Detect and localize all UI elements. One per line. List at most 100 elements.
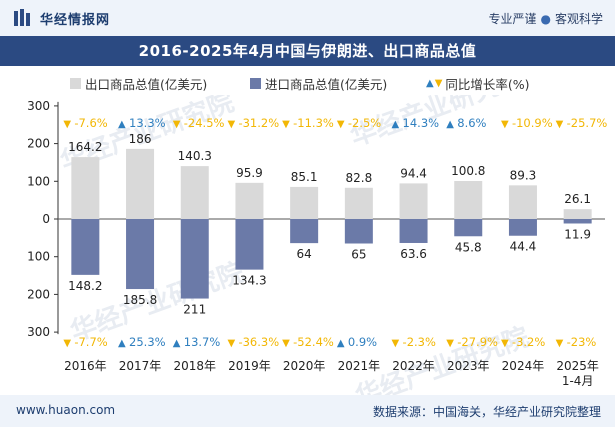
growth-up-triangle-icon: ▲ bbox=[392, 119, 400, 130]
category-label: 1-4月 bbox=[562, 374, 594, 388]
legend-item-export: 出口商品总值(亿美元) bbox=[70, 74, 207, 93]
growth-down-triangle-icon: ▼ bbox=[63, 338, 71, 349]
y-tick-label: 100 bbox=[27, 250, 50, 264]
export-value-label: 100.8 bbox=[451, 164, 485, 178]
growth-up-triangle-icon: ▲ bbox=[446, 119, 454, 130]
growth-down-triangle-icon: ▼ bbox=[501, 338, 509, 349]
import-growth-label: -23% bbox=[567, 335, 597, 349]
export-bar bbox=[71, 157, 100, 219]
footer-url: www.huaon.com bbox=[16, 403, 116, 417]
category-label: 2024年 bbox=[502, 359, 545, 373]
import-growth-label: -52.4% bbox=[293, 335, 334, 349]
legend-item-growth: ▲ ▼ 同比增长率(%) bbox=[426, 74, 530, 93]
export-value-label: 140.3 bbox=[178, 149, 212, 163]
footer-source: 数据来源：中国海关，华经产业研究院整理 bbox=[372, 405, 601, 419]
import-bar bbox=[126, 219, 155, 290]
category-label: 2025年 bbox=[556, 359, 599, 373]
import-growth-label: 0.9% bbox=[348, 335, 377, 349]
import-bar bbox=[290, 219, 319, 244]
import-growth-label: -3.2% bbox=[512, 335, 545, 349]
y-tick-label: 200 bbox=[27, 137, 50, 151]
import-value-label: 134.3 bbox=[232, 274, 266, 288]
export-growth-label: -11.3% bbox=[293, 116, 334, 130]
growth-down-triangle-icon: ▼ bbox=[173, 119, 181, 130]
category-label: 2018年 bbox=[173, 359, 216, 373]
export-bar bbox=[454, 180, 483, 219]
category-label: 2016年 bbox=[64, 359, 107, 373]
y-tick-label: 300 bbox=[27, 99, 50, 113]
legend-label-growth: 同比增长率(%) bbox=[445, 77, 530, 92]
export-bar bbox=[290, 186, 319, 219]
import-bar bbox=[508, 219, 537, 236]
category-label: 2022年 bbox=[392, 359, 435, 373]
growth-down-triangle-icon: ▼ bbox=[63, 119, 71, 130]
growth-up-triangle-icon: ▲ bbox=[337, 338, 345, 349]
import-bar bbox=[180, 219, 209, 299]
growth-down-triangle-icon: ▼ bbox=[446, 338, 454, 349]
tagline-left: 专业严谨 bbox=[488, 12, 537, 26]
legend: 出口商品总值(亿美元) 进口商品总值(亿美元) ▲ ▼ 同比增长率(%) bbox=[70, 72, 610, 92]
growth-down-triangle-icon: ▼ bbox=[392, 338, 400, 349]
y-tick-label: 0 bbox=[42, 212, 50, 226]
growth-down-triangle-icon: ▼ bbox=[556, 119, 564, 130]
export-bar bbox=[563, 209, 592, 219]
growth-down-triangle-icon: ▼ bbox=[556, 338, 564, 349]
y-tick-label: 100 bbox=[27, 174, 50, 188]
export-growth-label: -24.5% bbox=[184, 116, 225, 130]
export-value-label: 85.1 bbox=[291, 170, 318, 184]
growth-up-triangle-icon: ▲ bbox=[426, 78, 434, 89]
import-value-label: 185.8 bbox=[123, 293, 157, 307]
import-bar bbox=[563, 219, 592, 224]
legend-label-import: 进口商品总值(亿美元) bbox=[265, 77, 388, 92]
import-value-label: 148.2 bbox=[68, 279, 102, 293]
footer: www.huaon.com 数据来源：中国海关，华经产业研究院整理 bbox=[0, 395, 615, 427]
import-growth-label: -27.9% bbox=[457, 335, 498, 349]
import-growth-label: 25.3% bbox=[129, 335, 166, 349]
growth-down-triangle-icon: ▼ bbox=[337, 119, 345, 130]
growth-down-triangle-icon: ▼ bbox=[434, 78, 443, 89]
import-value-label: 11.9 bbox=[564, 227, 591, 241]
dot-separator-icon: ● bbox=[540, 12, 551, 26]
export-bar bbox=[235, 182, 264, 219]
growth-down-triangle-icon: ▼ bbox=[227, 119, 235, 130]
growth-down-triangle-icon: ▼ bbox=[282, 119, 290, 130]
legend-label-export: 出口商品总值(亿美元) bbox=[85, 77, 208, 92]
import-growth-label: -36.3% bbox=[238, 335, 279, 349]
export-value-label: 89.3 bbox=[510, 168, 537, 182]
export-value-label: 186 bbox=[129, 132, 152, 146]
import-bar bbox=[399, 219, 428, 243]
chart-plot: 华经产业研究院 华经产业研究院华经产业研究院华经产业研究院300200100010… bbox=[27, 95, 607, 395]
import-swatch-icon bbox=[250, 78, 261, 89]
import-value-label: 44.4 bbox=[510, 240, 537, 254]
category-label: 2019年 bbox=[228, 359, 271, 373]
export-growth-label: -7.6% bbox=[74, 116, 107, 130]
category-label: 2023年 bbox=[447, 359, 490, 373]
export-value-label: 95.9 bbox=[236, 166, 263, 180]
export-bar bbox=[180, 166, 209, 219]
growth-up-triangle-icon: ▲ bbox=[118, 338, 126, 349]
tagline-right: 客观科学 bbox=[554, 12, 603, 26]
growth-up-triangle-icon: ▲ bbox=[173, 338, 181, 349]
import-growth-label: -7.7% bbox=[74, 335, 107, 349]
chart-title: 2016-2025年4月中国与伊朗进、出口商品总值 bbox=[138, 42, 477, 60]
brand-name: 华经情报网 bbox=[40, 13, 111, 28]
export-growth-label: -2.5% bbox=[348, 116, 381, 130]
export-growth-label: -31.2% bbox=[238, 116, 279, 130]
tagline: 专业严谨 ● 客观科学 bbox=[488, 10, 603, 27]
import-bar bbox=[71, 219, 100, 275]
growth-up-triangle-icon: ▲ bbox=[118, 119, 126, 130]
import-value-label: 64 bbox=[297, 247, 312, 261]
export-growth-label: 14.3% bbox=[403, 116, 440, 130]
export-value-label: 164.2 bbox=[68, 140, 102, 154]
growth-down-triangle-icon: ▼ bbox=[227, 338, 235, 349]
export-growth-label: 13.3% bbox=[129, 116, 166, 130]
import-bar bbox=[454, 219, 483, 237]
import-bar bbox=[344, 219, 373, 244]
export-bar bbox=[126, 148, 155, 219]
export-swatch-icon bbox=[70, 78, 81, 89]
import-bar bbox=[235, 219, 264, 270]
import-value-label: 211 bbox=[183, 303, 206, 317]
import-value-label: 45.8 bbox=[455, 240, 482, 254]
growth-down-triangle-icon: ▼ bbox=[501, 119, 509, 130]
y-tick-label: 300 bbox=[27, 325, 50, 339]
